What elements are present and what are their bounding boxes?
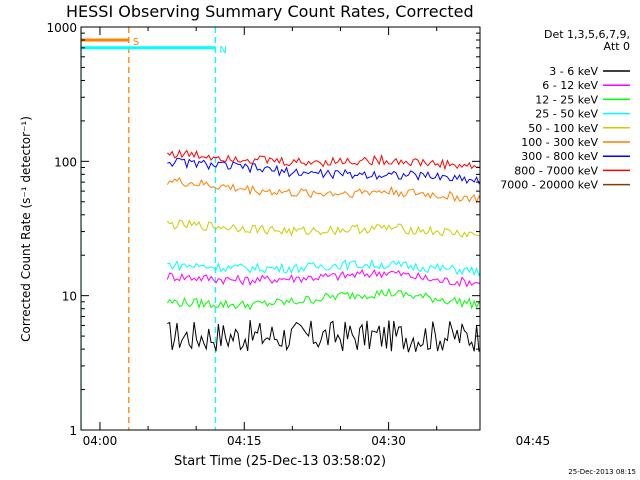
x-tick-label-0: 04:00: [83, 434, 118, 448]
legend-label-8: 7000 - 20000 keV: [500, 179, 598, 192]
legend-header-line-1: Det 1,3,5,6,7,9,: [544, 28, 630, 41]
x-tick-label-1: 04:15: [227, 434, 262, 448]
flag-label-1: N: [219, 45, 226, 56]
plot-content: [81, 27, 480, 430]
y-axis-label: Corrected Count Rate (s⁻¹ detector⁻¹): [19, 116, 33, 342]
series-line-6: [167, 157, 480, 185]
legend-label-3: 25 - 50 keV: [535, 108, 598, 121]
series-line-3: [167, 258, 480, 277]
x-axis-label: Start Time (25-Dec-13 03:58:02): [174, 454, 386, 469]
legend-label-1: 6 - 12 keV: [542, 79, 598, 92]
legend-label-6: 300 - 800 keV: [521, 150, 598, 163]
series-line-4: [166, 219, 480, 238]
y-tick-label-2: 100: [54, 155, 77, 169]
x-tick-label-3: 04:45: [516, 434, 551, 448]
chart-title: HESSI Observing Summary Count Rates, Cor…: [66, 2, 474, 21]
y-tick-label-0: 1: [69, 424, 77, 438]
legend-header-line-2: Att 0: [604, 40, 630, 53]
x-tick-label-2: 04:30: [371, 434, 406, 448]
axis-frame: [80, 26, 481, 431]
series-line-1: [166, 268, 480, 288]
date-stamp: 25-Dec-2013 08:15: [568, 468, 636, 476]
flag-label-0: S: [133, 37, 139, 48]
legend-label-0: 3 - 6 keV: [549, 65, 598, 78]
legend-label-5: 100 - 300 keV: [521, 136, 598, 149]
series-line-2: [166, 287, 480, 311]
y-tick-label-3: 1000: [46, 21, 77, 35]
legend-label-2: 12 - 25 keV: [535, 93, 598, 106]
plot-area: SNF: [81, 27, 480, 430]
legend-label-4: 50 - 100 keV: [528, 122, 598, 135]
series-line-0: [167, 320, 480, 353]
series-line-5: [166, 176, 480, 204]
legend-label-7: 800 - 7000 keV: [514, 164, 598, 177]
y-tick-label-1: 10: [62, 290, 77, 304]
axes: 110100100004:0004:1504:3004:4505:0005:15…: [46, 21, 551, 448]
series-line-7: [166, 149, 480, 171]
